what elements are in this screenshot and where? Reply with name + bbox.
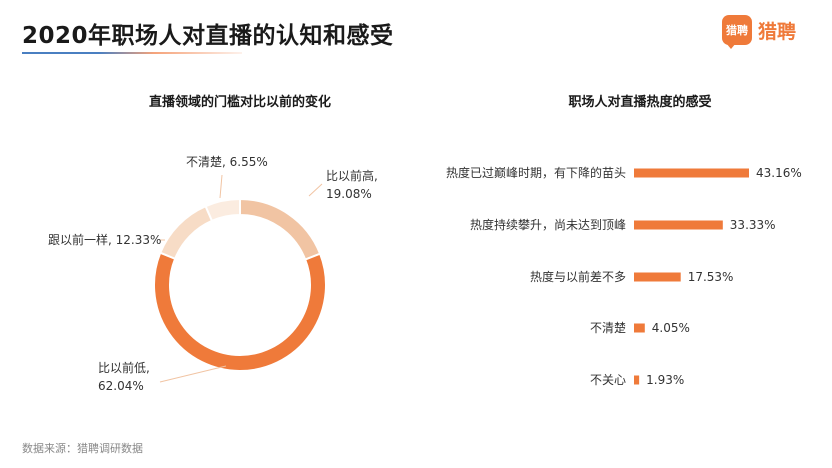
bar-value-label: 4.05%: [652, 321, 690, 335]
donut-slice: [239, 197, 322, 261]
page-title: 2020年职场人对直播的认知和感受: [22, 23, 394, 49]
bar-category-label: 热度持续攀升，尚未达到顶峰: [470, 217, 626, 232]
bar-category-label: 不清楚: [590, 321, 626, 335]
donut-slice: [158, 204, 214, 261]
donut-slice-value: 62.04%: [98, 379, 144, 393]
donut-slice-value: 19.08%: [326, 187, 372, 201]
logo-text: 猎聘: [758, 20, 797, 43]
donut-chart-title: 直播领域的门槛对比以前的变化: [148, 95, 331, 110]
bar: [634, 375, 640, 385]
donut-leader-line: [159, 365, 227, 383]
donut-leader-line: [308, 183, 323, 197]
bar-chart: 热度已过巅峰时期，有下降的苗头 43.16% 热度持续攀升，尚未达到顶峰 33.33%…: [446, 165, 802, 387]
bar-value-label: 1.93%: [646, 373, 684, 387]
bar: [634, 168, 749, 178]
donut-slice-label: 比以前高,: [326, 168, 378, 183]
bar-category-label: 热度已过巅峰时期，有下降的苗头: [446, 165, 626, 180]
liepin-logo: 猎聘 猎聘: [722, 15, 797, 49]
bar: [634, 323, 645, 333]
bar-value-label: 17.53%: [688, 270, 734, 284]
donut-slice-label: 不清楚, 6.55%: [186, 155, 268, 169]
donut-leader-line: [219, 174, 223, 199]
logo-badge-icon: 猎聘: [722, 15, 752, 49]
bar-category-label: 热度与以前差不多: [530, 269, 626, 284]
bar: [634, 272, 681, 282]
donut-slice-label: 比以前低,: [98, 360, 150, 375]
donut-slice-label: 跟以前一样, 12.33%: [48, 232, 161, 247]
bar: [634, 220, 723, 230]
bar-value-label: 43.16%: [756, 166, 802, 180]
bar-value-label: 33.33%: [730, 218, 776, 232]
title-underline: [22, 52, 242, 54]
donut-slice: [153, 251, 327, 372]
source-note: 数据来源：猎聘调研数据: [22, 442, 143, 455]
donut-chart: 比以前高, 19.08% 比以前低, 62.04% 跟以前一样, 12.33% 不清楚, …: [48, 155, 378, 393]
bar-category-label: 不关心: [590, 373, 626, 387]
donut-slice: [204, 197, 241, 223]
bar-chart-title: 职场人对直播热度的感受: [568, 95, 712, 110]
